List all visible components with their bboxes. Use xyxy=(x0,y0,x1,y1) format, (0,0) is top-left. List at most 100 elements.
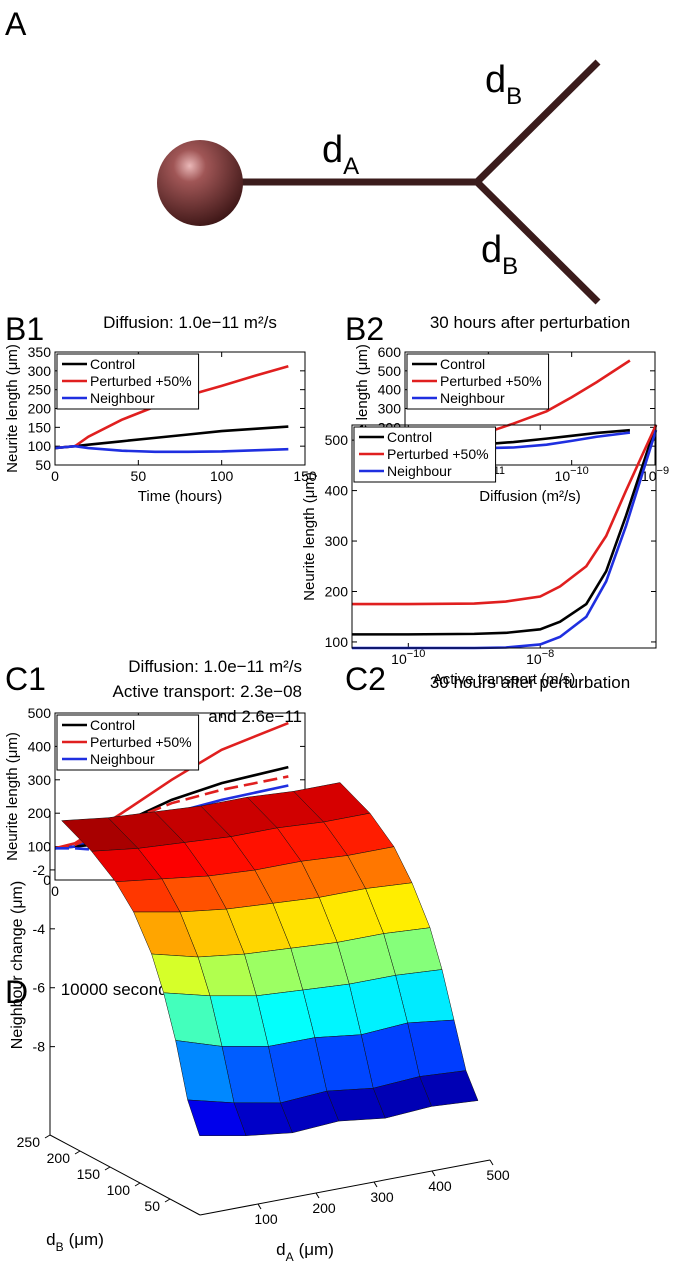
x-tick-label: 100 xyxy=(210,468,234,484)
subscript: B xyxy=(506,83,522,110)
x-axis-label: Time (hours) xyxy=(138,488,222,505)
x-tick-label: 300 xyxy=(370,1189,394,1205)
chart-title: Active transport: 2.3e−08 xyxy=(113,682,302,701)
panel-label: B1 xyxy=(5,311,44,347)
x-tick-label-exponent: −9 xyxy=(657,465,670,477)
legend-label: Neighbour xyxy=(440,390,505,406)
y-tick-label: 100 xyxy=(107,1182,131,1198)
x-tick xyxy=(431,1170,436,1177)
y-tick xyxy=(44,1134,51,1139)
y-tick-label: 200 xyxy=(28,805,52,821)
y-tick-label: 300 xyxy=(28,772,52,788)
legend-label: Neighbour xyxy=(90,751,155,767)
y-tick-label: 300 xyxy=(378,401,402,417)
panel-label: A xyxy=(5,6,27,42)
symbol: d xyxy=(322,129,343,171)
z-tick-label: -4 xyxy=(33,921,46,937)
y-axis-label: Neurite length (μm) xyxy=(301,472,318,601)
xlabel: dA (μm) xyxy=(276,1240,334,1264)
panel-label: D xyxy=(5,974,28,1010)
y-axis-label: Neurite length (μm) xyxy=(4,344,21,473)
ylabel: dB (μm) xyxy=(46,1230,104,1254)
y-tick-label: 150 xyxy=(28,419,52,435)
branch xyxy=(473,59,601,186)
panel-label: B2 xyxy=(345,311,384,347)
x-tick xyxy=(489,1159,494,1166)
symbol: d xyxy=(46,1230,55,1249)
plot-frame xyxy=(351,424,657,649)
x-tick xyxy=(373,1181,378,1188)
y-tick-label: 200 xyxy=(325,583,349,599)
neuron-diagram: A dA dB dB xyxy=(5,6,601,305)
legend-label: Control xyxy=(387,429,432,445)
x-tick-label-base: 10 xyxy=(641,468,657,484)
y-tick-label: 250 xyxy=(17,1134,41,1150)
x-tick xyxy=(315,1192,320,1199)
z-tick-label: -8 xyxy=(33,1039,46,1055)
y-tick-label: 500 xyxy=(325,432,349,448)
x-tick-label: 100 xyxy=(254,1211,278,1227)
label-dA: dA xyxy=(322,129,359,180)
label-dB: dB xyxy=(481,229,518,280)
y-tick-label: 50 xyxy=(144,1198,160,1214)
chart-panel: C1 Diffusion: 1.0e−11 m²/s Active transpor… xyxy=(4,657,317,920)
legend-label: Control xyxy=(90,717,135,733)
legend-label: Perturbed +50% xyxy=(90,373,192,389)
y-tick-label: 100 xyxy=(28,438,52,454)
series-line xyxy=(54,775,289,850)
y-tick-label: 300 xyxy=(28,363,52,379)
chart-title: Diffusion: 1.0e−11 m²/s xyxy=(103,313,277,332)
x-tick-label: 0 xyxy=(51,468,59,484)
series-line xyxy=(54,721,289,850)
legend-label: Control xyxy=(90,356,135,372)
x-tick-label-exponent: −10 xyxy=(407,648,426,660)
y-tick-label: 600 xyxy=(378,344,402,360)
y-tick-label: 0 xyxy=(43,872,51,888)
subscript: B xyxy=(502,253,518,280)
x-tick-label: 10−10 xyxy=(555,465,589,484)
subscript: A xyxy=(286,1250,294,1264)
x-axis-label: Diffusion (m²/s) xyxy=(479,488,580,505)
legend-label: Neighbour xyxy=(387,463,452,479)
y-tick-label: 400 xyxy=(28,738,52,754)
y-tick-label: 350 xyxy=(28,344,52,360)
chart-title: and 2.6e−11 xyxy=(208,707,302,726)
x-axis-label: Active transport (m/s) xyxy=(433,671,576,688)
series-line xyxy=(352,424,658,606)
unit: (μm) xyxy=(69,1230,104,1249)
y-tick-label: 400 xyxy=(325,483,349,499)
series-line xyxy=(352,424,658,636)
y-tick-label: 250 xyxy=(28,382,52,398)
subscript: B xyxy=(56,1240,64,1254)
z-tick-label: -2 xyxy=(33,862,46,878)
x-tick-label: 500 xyxy=(486,1167,510,1183)
y-tick xyxy=(134,1182,141,1187)
unit: (μm) xyxy=(299,1240,334,1259)
x-tick-label: 0 xyxy=(51,883,59,899)
x-tick-label-base: 10 xyxy=(526,651,542,667)
x-tick-label: 400 xyxy=(428,1178,452,1194)
y-tick-label: 200 xyxy=(28,401,52,417)
subscript: A xyxy=(343,153,359,180)
x-tick-label: 50 xyxy=(131,468,147,484)
y-axis-label: Neurite length (μm) xyxy=(4,732,21,861)
legend-label: Perturbed +50% xyxy=(387,446,489,462)
x-tick-label: 10−8 xyxy=(526,648,554,667)
plot-frame xyxy=(54,351,306,466)
chart-title: 30 hours after perturbation xyxy=(430,313,630,332)
y-tick xyxy=(164,1198,171,1203)
legend-label: Control xyxy=(440,356,485,372)
symbol: d xyxy=(481,229,502,271)
symbol: d xyxy=(276,1240,285,1259)
branch xyxy=(473,178,601,305)
y-tick-label: 400 xyxy=(378,382,402,398)
legend-label: Perturbed +50% xyxy=(440,373,542,389)
z-tick-label: -6 xyxy=(33,980,46,996)
legend-label: Neighbour xyxy=(90,390,155,406)
y-tick xyxy=(104,1166,111,1171)
